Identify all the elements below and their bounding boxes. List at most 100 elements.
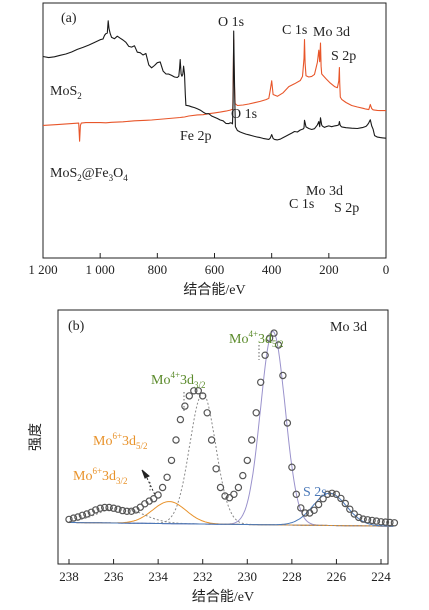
data-point	[91, 506, 100, 514]
data-point	[247, 436, 256, 444]
panel-label-a: (a)	[61, 11, 77, 26]
series-label-mos2-fe3o4: MoS2@Fe3O4	[50, 166, 128, 183]
panel-title-mo3d: Mo 3d	[330, 320, 367, 335]
x-tick-label-a: 400	[262, 262, 282, 277]
data-point	[332, 490, 341, 498]
data-point	[149, 495, 158, 503]
data-point	[274, 341, 283, 349]
panel-label-b: (b)	[68, 319, 85, 334]
data-point	[163, 473, 171, 481]
data-point	[270, 329, 278, 337]
y-axis-title-b: 强度	[28, 423, 44, 451]
peak-label-c1s-mos2: C 1s	[282, 23, 307, 38]
data-point	[301, 509, 309, 517]
data-point	[257, 378, 265, 386]
x-tick-label-b: 236	[104, 569, 124, 584]
x-tick-label-b: 226	[327, 569, 347, 584]
data-point	[243, 456, 251, 465]
data-point	[319, 495, 327, 503]
x-tick-label-b: 228	[282, 569, 302, 584]
data-point	[176, 415, 185, 424]
leader-line-mo6-3d52	[146, 477, 156, 496]
panel-b-mo3d-spectrum: 238 236 234 232 230 228 226 224 结合能/eV 强度 (b) Mo 3d…	[28, 309, 399, 605]
x-tick-label-a: 0	[383, 262, 390, 277]
data-point	[323, 490, 332, 498]
x-tick-label-b: 234	[148, 569, 168, 584]
data-point	[123, 507, 131, 515]
data-point	[292, 490, 300, 498]
peak-label-o1s-mos2: O 1s	[218, 15, 244, 30]
x-axis-title-a: 结合能/eV	[183, 282, 245, 298]
data-point	[265, 334, 274, 342]
data-point	[96, 504, 104, 512]
data-point	[372, 517, 381, 525]
data-point	[158, 483, 167, 492]
data-point	[279, 371, 287, 380]
fit-peak-mo4-3d5-2	[69, 330, 394, 527]
x-axis-title-b: 结合能/eV	[192, 589, 254, 605]
peak-label-c1s-composite: C 1s	[289, 197, 314, 212]
x-tick-label-a: 600	[205, 262, 225, 277]
data-point	[288, 463, 296, 471]
peak-label-mo4-3d52: Mo4+3d5/2	[229, 329, 284, 349]
x-tick-label-a: 1 000	[86, 262, 115, 277]
data-point	[105, 503, 113, 512]
series-label-mos2: MoS2	[50, 84, 82, 101]
peak-label-mo3d-mos2: Mo 3d	[313, 25, 350, 40]
peak-label-fe2p: Fe 2p	[180, 129, 212, 144]
data-point	[212, 465, 220, 473]
data-point	[314, 500, 323, 509]
data-point	[185, 392, 193, 400]
x-tick-label-a: 200	[319, 262, 339, 277]
x-tick-label-b: 230	[238, 569, 258, 584]
data-point	[83, 510, 91, 518]
panel-a-survey-spectra: 1 200 1 000 800 600 400 200 0 结合能/eV (a) O 1s C 1s…	[28, 2, 390, 298]
data-point	[154, 491, 162, 499]
data-point	[100, 503, 109, 512]
plot-frame-a	[42, 2, 387, 259]
fit-peak-s-2s	[69, 492, 394, 527]
data-point	[386, 518, 394, 527]
data-point	[190, 387, 198, 395]
data-point	[167, 456, 176, 465]
peak-label-mo4-3d32: Mo4+3d3/2	[151, 370, 206, 390]
peak-label-s2s: S 2s	[303, 485, 327, 500]
data-point	[203, 409, 211, 417]
data-point	[234, 483, 243, 492]
data-point	[65, 515, 73, 524]
data-point	[198, 392, 207, 400]
data-point	[252, 409, 260, 417]
data-point	[127, 507, 136, 515]
data-point	[310, 506, 318, 514]
peak-label-s2p-mos2: S 2p	[331, 49, 356, 64]
arrow-head-mo6-3d52	[141, 469, 150, 479]
data-point	[381, 518, 390, 526]
data-point	[207, 436, 216, 444]
x-tick-label-a: 800	[148, 262, 168, 277]
data-point	[328, 489, 336, 497]
data-point	[346, 505, 354, 513]
data-point	[230, 490, 238, 498]
data-point	[341, 499, 349, 508]
peak-label-mo6-3d32: Mo6+3d3/2	[73, 466, 128, 486]
data-point	[337, 494, 345, 503]
data-point	[390, 519, 399, 527]
data-point	[114, 505, 122, 513]
data-point	[74, 513, 82, 521]
data-point	[239, 471, 247, 480]
data-point	[359, 515, 367, 523]
data-point	[377, 518, 385, 526]
data-point	[109, 504, 118, 512]
data-point	[297, 504, 305, 512]
data-point	[69, 514, 78, 522]
data-point	[216, 483, 225, 492]
peak-label-s2p-composite: S 2p	[334, 201, 359, 216]
data-point	[118, 506, 127, 515]
data-point	[194, 387, 202, 395]
peak-label-mo6-3d52: Mo6+3d5/2	[93, 431, 148, 451]
data-point	[355, 513, 363, 522]
x-tick-label-a: 1 200	[28, 262, 57, 277]
x-tick-label-b: 232	[193, 569, 213, 584]
plot-frame-b	[57, 309, 389, 565]
